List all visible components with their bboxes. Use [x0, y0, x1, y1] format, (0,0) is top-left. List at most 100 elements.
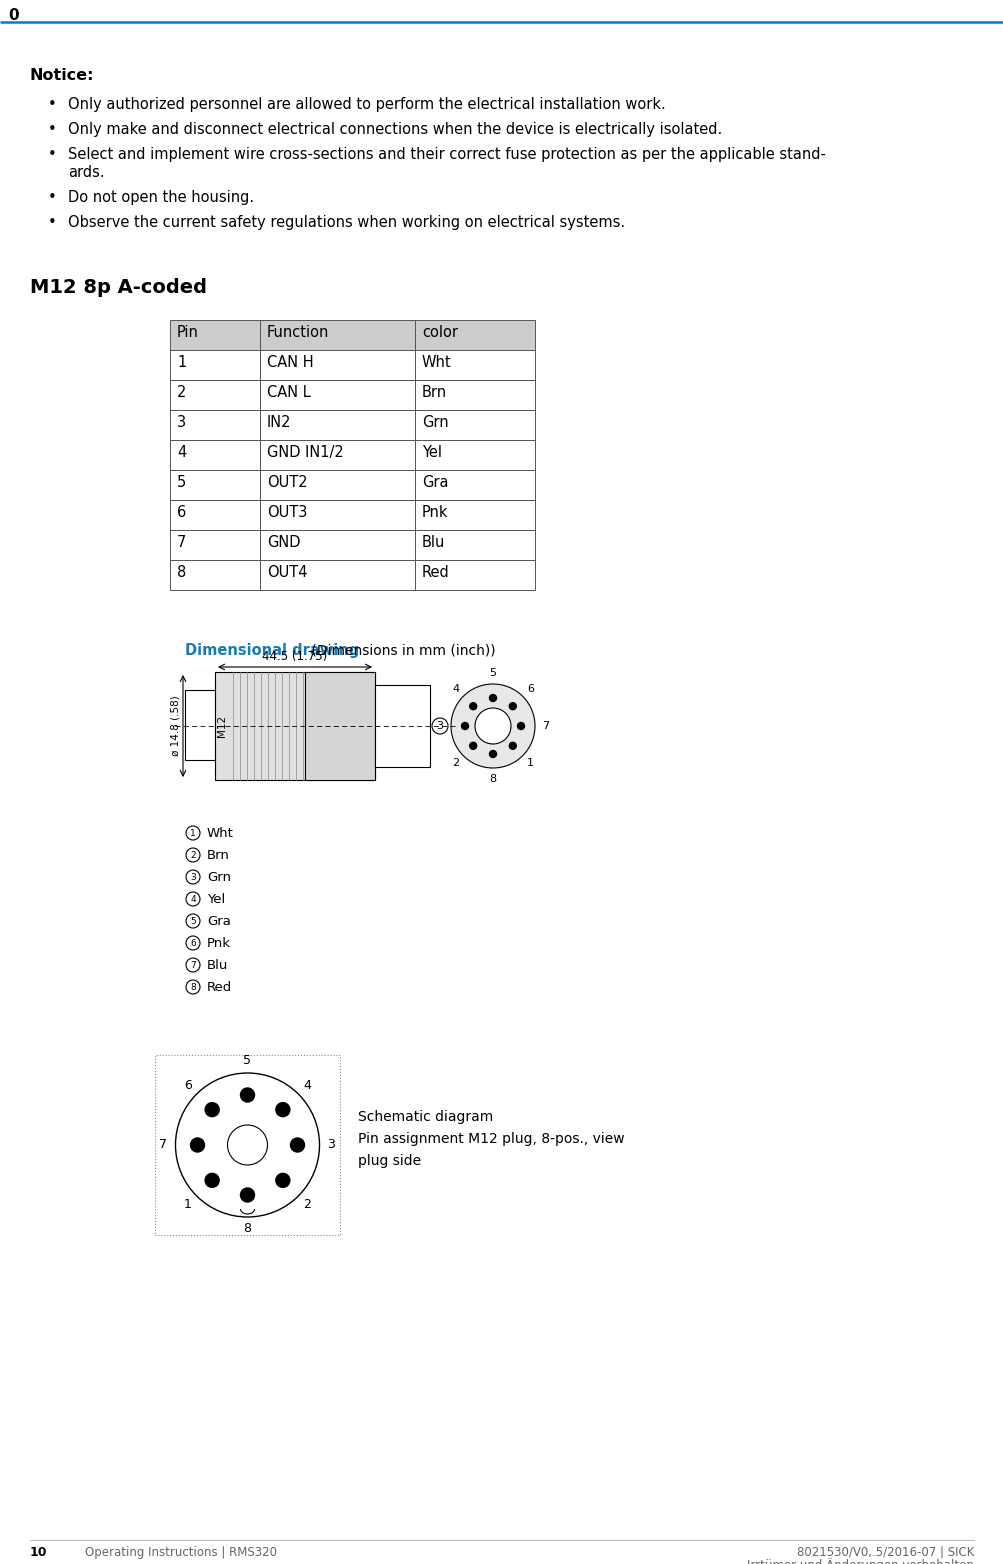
- Bar: [170, 350, 260, 380]
- Circle shape: [509, 702, 516, 710]
- Text: Red: Red: [421, 565, 449, 580]
- Bar: [260, 560, 414, 590]
- Text: ards.: ards.: [68, 164, 104, 180]
- Bar: [414, 500, 535, 530]
- Circle shape: [186, 870, 200, 884]
- Circle shape: [228, 1125, 267, 1165]
- Text: Select and implement wire cross-sections and their correct fuse protection as pe: Select and implement wire cross-sections…: [68, 147, 825, 163]
- Bar: [170, 439, 260, 471]
- Bar: [414, 350, 535, 380]
- Text: 2: 2: [177, 385, 187, 400]
- Bar: [170, 530, 260, 560]
- Text: 2: 2: [190, 851, 196, 860]
- Text: 10: 10: [30, 1545, 47, 1559]
- Text: 3: 3: [177, 414, 186, 430]
- Bar: [414, 530, 535, 560]
- Circle shape: [461, 723, 468, 729]
- Bar: [260, 410, 414, 439]
- Bar: [215, 673, 375, 780]
- Text: 6: 6: [184, 1079, 192, 1092]
- Text: 7: 7: [542, 721, 549, 730]
- Text: IN2: IN2: [267, 414, 291, 430]
- Bar: [170, 380, 260, 410]
- Text: M12: M12: [217, 715, 227, 737]
- Bar: [260, 471, 414, 500]
- Text: M12 8p A-coded: M12 8p A-coded: [30, 278, 207, 297]
- Text: 6: 6: [527, 683, 534, 693]
- Text: 6: 6: [177, 505, 187, 519]
- Circle shape: [489, 751, 496, 757]
- Text: CAN L: CAN L: [267, 385, 311, 400]
- Text: 3: 3: [327, 1139, 335, 1151]
- Circle shape: [241, 1189, 254, 1203]
- Bar: [170, 321, 260, 350]
- Text: ø 14.8 (.58): ø 14.8 (.58): [171, 696, 181, 757]
- Text: 7: 7: [190, 960, 196, 970]
- Bar: [260, 530, 414, 560]
- Bar: [260, 439, 414, 471]
- Circle shape: [474, 708, 511, 744]
- Text: Gra: Gra: [421, 475, 448, 490]
- Circle shape: [509, 743, 516, 749]
- Text: 8: 8: [190, 982, 196, 992]
- Bar: [170, 500, 260, 530]
- Circle shape: [186, 981, 200, 995]
- Text: 5: 5: [489, 668, 496, 679]
- Bar: [170, 410, 260, 439]
- Circle shape: [276, 1103, 290, 1117]
- Text: Wht: Wht: [421, 355, 451, 371]
- Text: OUT4: OUT4: [267, 565, 307, 580]
- Circle shape: [186, 935, 200, 949]
- Circle shape: [290, 1139, 304, 1153]
- Circle shape: [186, 826, 200, 840]
- Text: 1: 1: [177, 355, 187, 371]
- Text: Brn: Brn: [421, 385, 446, 400]
- Text: 6: 6: [190, 938, 196, 948]
- Text: 2: 2: [451, 759, 458, 768]
- Bar: [414, 560, 535, 590]
- Text: color: color: [421, 325, 457, 339]
- Text: Pnk: Pnk: [207, 937, 231, 949]
- Circle shape: [186, 913, 200, 927]
- Text: Notice:: Notice:: [30, 67, 94, 83]
- Circle shape: [276, 1173, 290, 1187]
- Bar: [414, 380, 535, 410]
- Bar: [375, 685, 429, 766]
- Text: 4: 4: [451, 683, 458, 693]
- Text: Function: Function: [267, 325, 329, 339]
- Text: 4: 4: [177, 446, 187, 460]
- Bar: [260, 350, 414, 380]
- Text: Grn: Grn: [421, 414, 448, 430]
- Circle shape: [186, 959, 200, 971]
- Text: 1: 1: [190, 829, 196, 837]
- Text: Do not open the housing.: Do not open the housing.: [68, 189, 254, 205]
- Text: Blu: Blu: [421, 535, 445, 551]
- Text: Pin: Pin: [177, 325, 199, 339]
- Bar: [260, 380, 414, 410]
- Bar: [170, 560, 260, 590]
- Text: 8: 8: [244, 1223, 251, 1236]
- Text: Yel: Yel: [207, 893, 225, 906]
- Text: 3: 3: [436, 721, 443, 730]
- Text: Observe the current safety regulations when working on electrical systems.: Observe the current safety regulations w…: [68, 214, 625, 230]
- Circle shape: [431, 718, 447, 734]
- Circle shape: [186, 891, 200, 906]
- Circle shape: [450, 683, 535, 768]
- Bar: [185, 690, 215, 760]
- Text: 8021530/V0,.5/2016-07 | SICK: 8021530/V0,.5/2016-07 | SICK: [795, 1545, 973, 1559]
- Text: OUT2: OUT2: [267, 475, 307, 490]
- Text: Brn: Brn: [207, 849, 230, 862]
- Text: 2: 2: [303, 1198, 311, 1211]
- Text: •: •: [48, 97, 57, 113]
- Text: 4: 4: [303, 1079, 311, 1092]
- Circle shape: [517, 723, 524, 729]
- Text: 7: 7: [177, 535, 187, 551]
- Text: Grn: Grn: [207, 871, 231, 884]
- Bar: [154, 1056, 340, 1236]
- Bar: [305, 673, 375, 780]
- Bar: [414, 471, 535, 500]
- Text: 8: 8: [177, 565, 187, 580]
- Circle shape: [186, 848, 200, 862]
- Text: Pin assignment M12 plug, 8-pos., view: Pin assignment M12 plug, 8-pos., view: [358, 1132, 624, 1146]
- Circle shape: [469, 743, 476, 749]
